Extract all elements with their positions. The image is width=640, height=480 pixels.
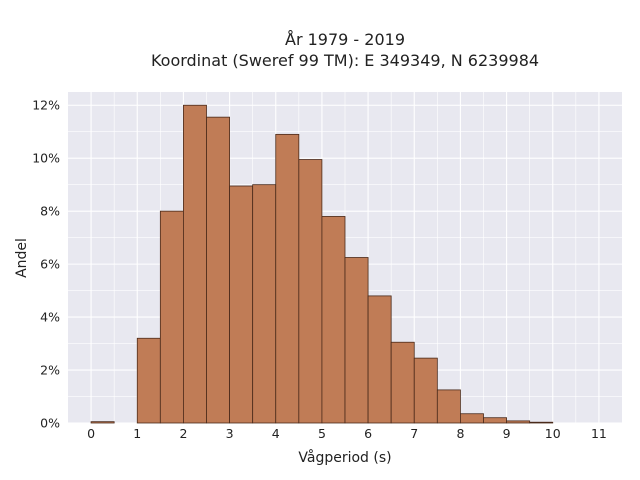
bars bbox=[90, 104, 554, 424]
histogram-bar bbox=[367, 295, 392, 424]
histogram-bar bbox=[529, 421, 554, 424]
y-tick-label: 4% bbox=[40, 310, 60, 325]
histogram-bar bbox=[183, 104, 207, 424]
y-tick-label: 2% bbox=[40, 363, 60, 378]
x-tick-label: 1 bbox=[133, 426, 141, 441]
y-axis-label: Andel bbox=[14, 238, 30, 278]
x-tick-label: 10 bbox=[545, 426, 561, 441]
x-tick-label: 6 bbox=[364, 426, 372, 441]
histogram-bar bbox=[206, 116, 230, 424]
histogram-bar bbox=[436, 389, 461, 424]
histogram-bar bbox=[229, 185, 254, 424]
histogram-bar bbox=[298, 159, 323, 424]
y-tick-label: 8% bbox=[40, 204, 60, 219]
histogram-bar bbox=[483, 417, 507, 424]
histogram-bar bbox=[159, 210, 184, 424]
y-tick-label: 0% bbox=[40, 416, 60, 431]
histogram-bar bbox=[413, 357, 438, 424]
histogram-bar bbox=[344, 257, 369, 424]
chart-title-line2: Koordinat (Sweref 99 TM): E 349349, N 62… bbox=[151, 51, 539, 70]
x-tick-label: 9 bbox=[503, 426, 511, 441]
x-tick-label: 8 bbox=[456, 426, 464, 441]
histogram-bar bbox=[275, 133, 300, 424]
histogram-bar bbox=[390, 341, 415, 424]
histogram-bar bbox=[136, 337, 161, 424]
histogram-bar bbox=[460, 413, 484, 424]
y-tick-label: 12% bbox=[32, 98, 60, 113]
x-tick-label: 3 bbox=[226, 426, 234, 441]
chart-title-line1: År 1979 - 2019 bbox=[285, 30, 405, 49]
x-axis-label: Vågperiod (s) bbox=[298, 449, 391, 466]
histogram-bar bbox=[90, 421, 115, 424]
y-tick-labels: 0% 2% 4% 6% 8% 10% 12% bbox=[32, 98, 60, 431]
histogram-bar bbox=[252, 184, 277, 424]
x-tick-label: 2 bbox=[179, 426, 187, 441]
histogram-bar bbox=[321, 216, 346, 424]
histogram-bar bbox=[506, 420, 531, 424]
x-tick-label: 4 bbox=[272, 426, 280, 441]
y-tick-label: 6% bbox=[40, 257, 60, 272]
x-tick-labels: 0 1 2 3 4 5 6 7 8 9 10 11 bbox=[87, 426, 607, 441]
x-tick-label: 7 bbox=[410, 426, 418, 441]
x-tick-label: 0 bbox=[87, 426, 95, 441]
x-tick-label: 11 bbox=[591, 426, 607, 441]
x-tick-label: 5 bbox=[318, 426, 326, 441]
y-tick-label: 10% bbox=[32, 151, 60, 166]
